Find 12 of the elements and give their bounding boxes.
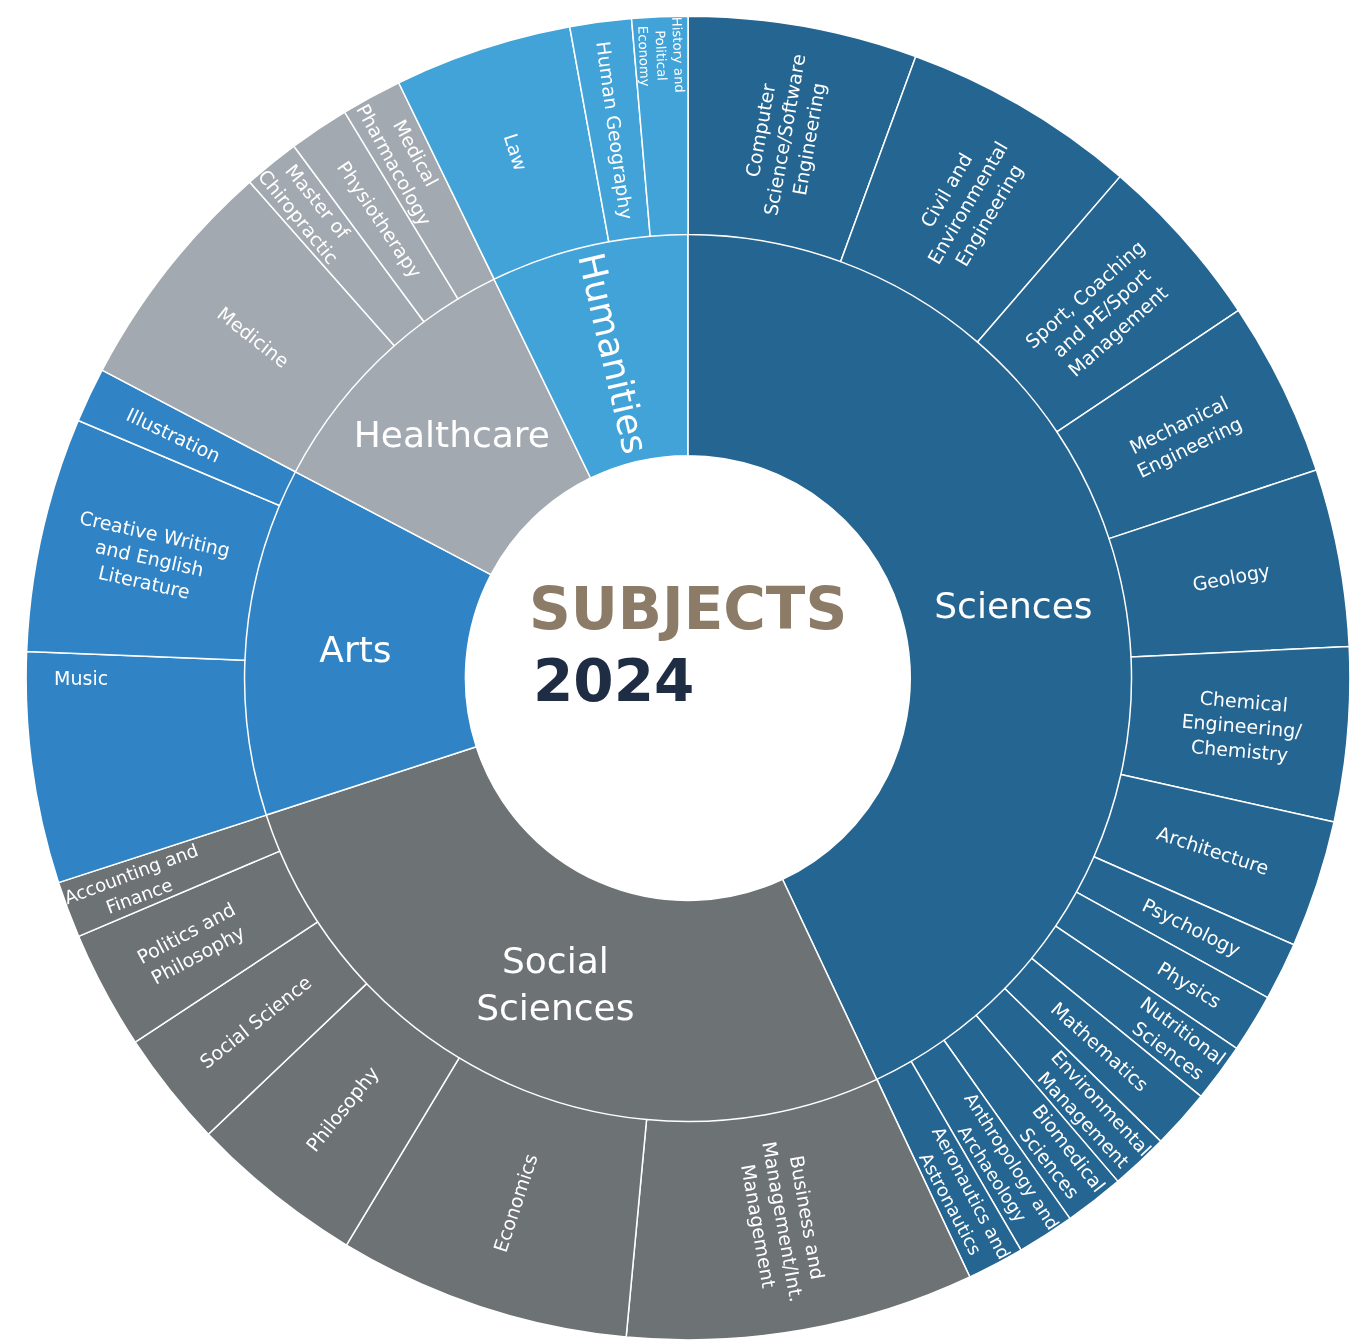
slice-label: Arts [319, 629, 392, 671]
slice-label: Chemical Engineering/ Chemistry [1180, 686, 1304, 766]
slice-label: Geology [1190, 559, 1272, 596]
text: 2024 [533, 647, 695, 715]
slice-label: History and Political Economy [635, 16, 688, 93]
text: SUBJECTS [529, 575, 848, 643]
slice-label: Human Geography [592, 39, 638, 221]
slice-label: Sciences [934, 584, 1093, 626]
slice-label: Social Sciences [476, 940, 635, 1029]
slice-label: Law [499, 130, 533, 174]
slice-label: Healthcare [353, 414, 550, 456]
slice-label: Music [54, 667, 109, 690]
